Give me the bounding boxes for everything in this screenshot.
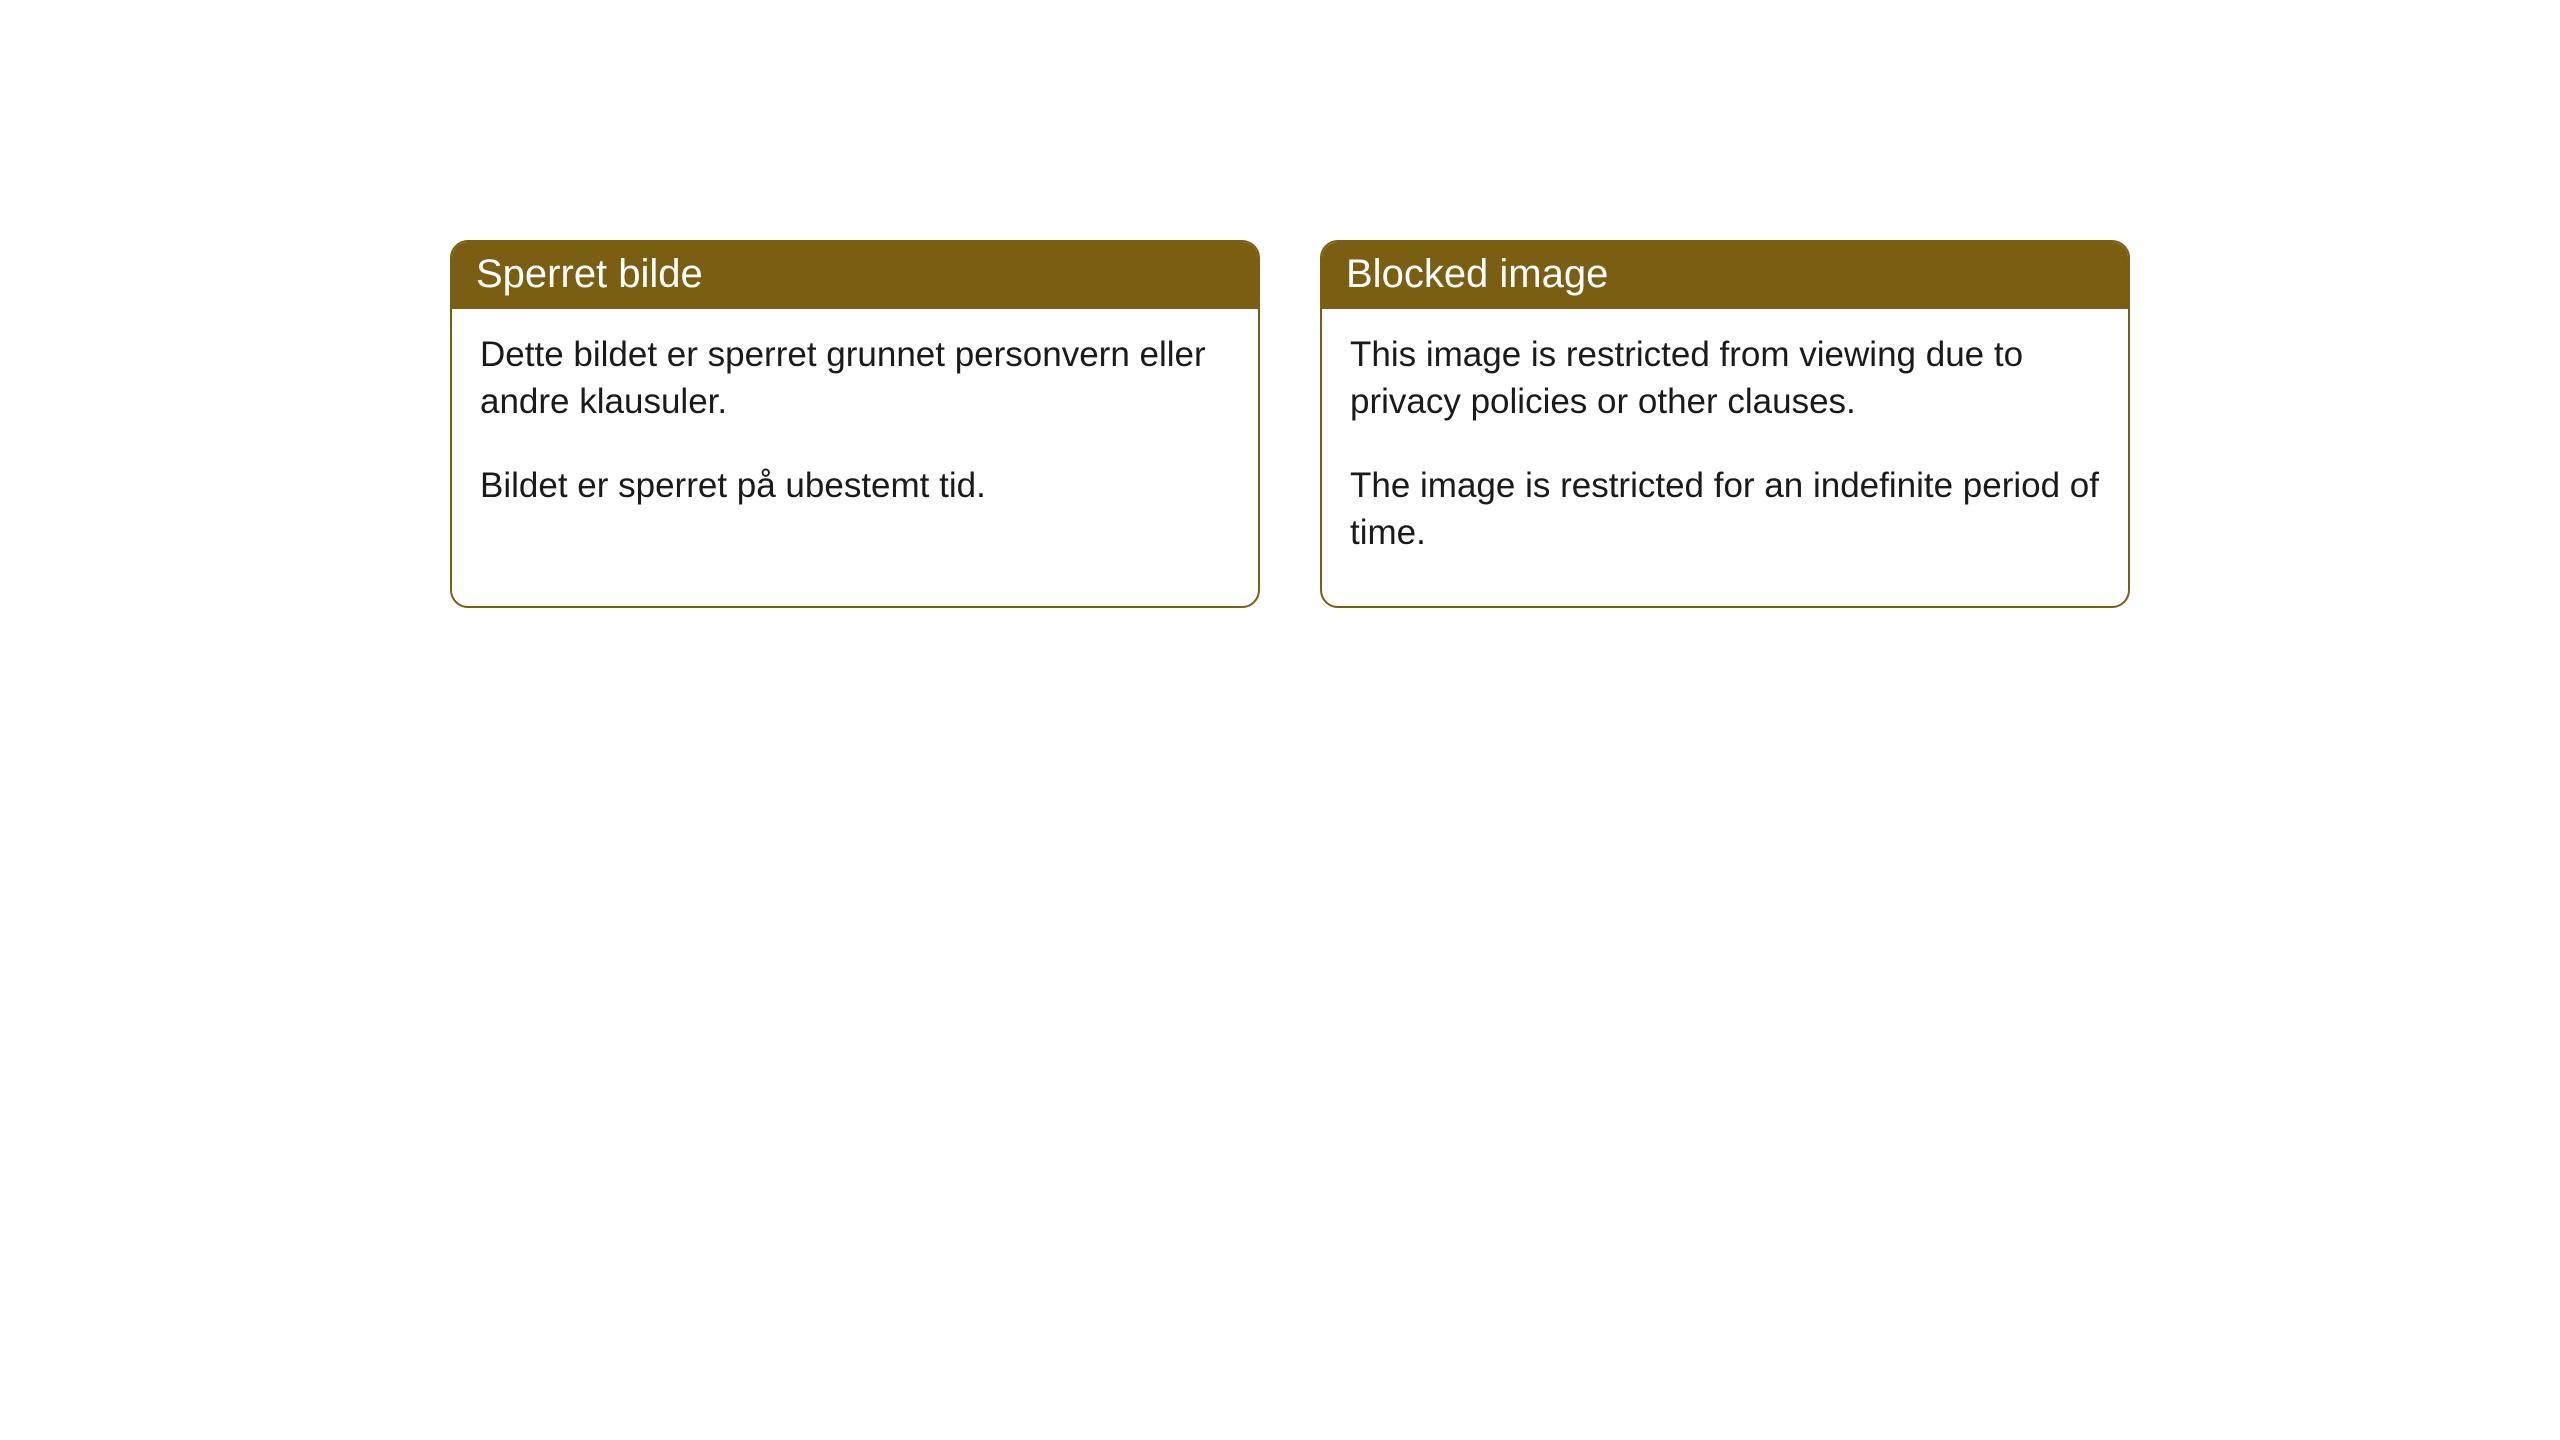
card-body: Dette bildet er sperret grunnet personve…	[452, 309, 1258, 559]
card-paragraph: The image is restricted for an indefinit…	[1350, 462, 2100, 557]
card-title: Sperret bilde	[452, 242, 1258, 309]
notice-cards-container: Sperret bilde Dette bildet er sperret gr…	[450, 240, 2130, 608]
card-body: This image is restricted from viewing du…	[1322, 309, 2128, 606]
card-paragraph: Bildet er sperret på ubestemt tid.	[480, 462, 1230, 509]
card-paragraph: Dette bildet er sperret grunnet personve…	[480, 331, 1230, 426]
notice-card-english: Blocked image This image is restricted f…	[1320, 240, 2130, 608]
card-title: Blocked image	[1322, 242, 2128, 309]
card-paragraph: This image is restricted from viewing du…	[1350, 331, 2100, 426]
notice-card-norwegian: Sperret bilde Dette bildet er sperret gr…	[450, 240, 1260, 608]
